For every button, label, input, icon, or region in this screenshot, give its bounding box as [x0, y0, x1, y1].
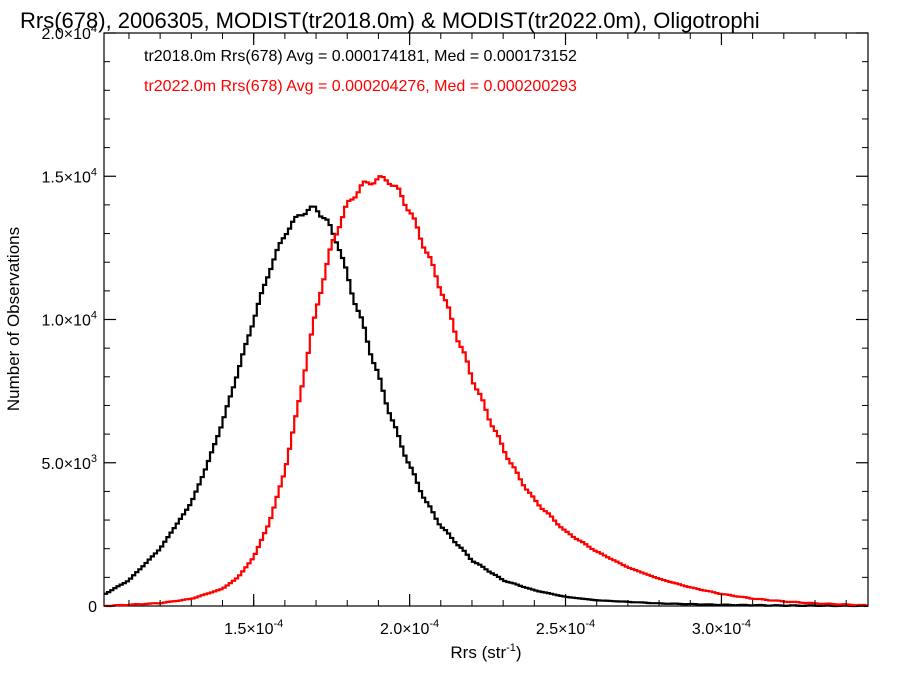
- x-axis-label-end: ): [516, 643, 522, 662]
- y-axis-label: Number of Observations: [4, 227, 23, 411]
- histogram-series-1: [104, 205, 868, 608]
- x-tick-label: 2.0×10-4: [380, 618, 439, 638]
- stats-annotation-2: tr2022.0m Rrs(678) Avg = 0.000204276, Me…: [144, 78, 577, 95]
- y-tick-label: 1.0×104: [41, 310, 97, 330]
- x-tick-label: 2.5×10-4: [536, 618, 595, 638]
- ticks-layer: 1.5×10-4 2.0×10-4 2.5×10-4 3.0×10-4 0 5.0×103…: [41, 23, 868, 638]
- x-axis-label-main: Rrs (str: [450, 643, 506, 662]
- y-tick-label: 0: [88, 599, 97, 616]
- y-tick-label: 2.0×104: [41, 23, 97, 43]
- plot-frame: [103, 32, 869, 607]
- y-tick-label: 1.5×104: [41, 166, 97, 186]
- chart-title: Rrs(678), 2006305, MODIST(tr2018.0m) & M…: [20, 8, 760, 33]
- x-tick-label: 1.5×10-4: [224, 618, 283, 638]
- x-tick-label: 3.0×10-4: [692, 618, 751, 638]
- x-axis-label: Rrs (str-1): [450, 642, 521, 662]
- stats-annotation-1: tr2018.0m Rrs(678) Avg = 0.000174181, Me…: [144, 48, 577, 65]
- series-layer: [104, 175, 868, 608]
- y-tick-label: 5.0×103: [41, 453, 97, 473]
- annotations-layer: tr2018.0m Rrs(678) Avg = 0.000174181, Me…: [144, 48, 577, 95]
- histogram-series-2: [104, 175, 868, 608]
- x-axis-label-sup: -1: [506, 642, 516, 654]
